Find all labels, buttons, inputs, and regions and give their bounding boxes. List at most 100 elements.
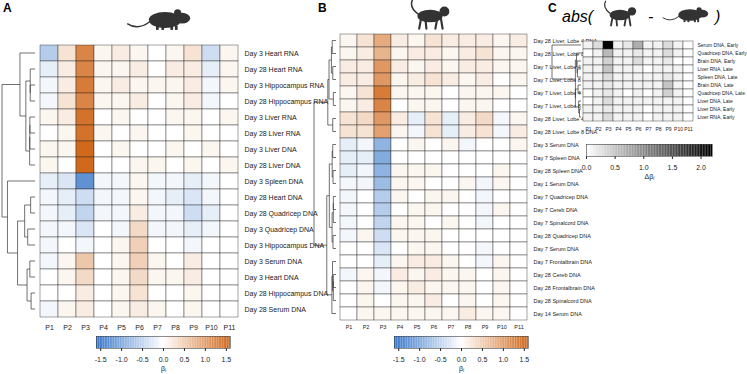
svg-text:P4: P4 [99, 324, 108, 331]
svg-text:P7: P7 [153, 324, 162, 331]
svg-text:P11: P11 [224, 324, 236, 331]
svg-text:P2: P2 [595, 126, 601, 132]
svg-text:1.0: 1.0 [639, 164, 649, 171]
svg-text:): ) [713, 8, 720, 25]
svg-text:Serum DNA, Early: Serum DNA, Early [698, 42, 739, 48]
svg-text:Brain DNA, Early: Brain DNA, Early [698, 58, 736, 64]
svg-text:0.5: 0.5 [478, 356, 488, 363]
svg-text:P8: P8 [171, 324, 180, 331]
svg-text:Day 3 Liver RNA: Day 3 Liver RNA [245, 114, 297, 122]
svg-text:P6: P6 [635, 126, 641, 132]
svg-text:βⱼ: βⱼ [161, 365, 166, 373]
svg-text:Day 14 Serum DNA: Day 14 Serum DNA [534, 311, 583, 317]
svg-text:Day 7 Spinalcord DNA: Day 7 Spinalcord DNA [534, 220, 589, 226]
svg-text:Day 28 Cereb DNA: Day 28 Cereb DNA [534, 272, 581, 278]
svg-text:-1.0: -1.0 [116, 356, 128, 363]
svg-text:Day 28 Quadricep DNA: Day 28 Quadricep DNA [245, 210, 318, 218]
svg-text:-1.0: -1.0 [414, 356, 426, 363]
svg-text:P11: P11 [684, 126, 693, 132]
svg-text:0.0: 0.0 [159, 356, 169, 363]
svg-text:Quadricep DNA, Late: Quadricep DNA, Late [698, 90, 746, 96]
svg-text:Liver DNA, Late: Liver DNA, Late [698, 98, 734, 104]
svg-text:P5: P5 [117, 324, 126, 331]
svg-text:0.0: 0.0 [582, 164, 592, 171]
svg-text:Quadricep DNA, Early: Quadricep DNA, Early [698, 50, 747, 56]
svg-text:P5: P5 [625, 126, 631, 132]
svg-text:P5: P5 [414, 324, 421, 330]
svg-text:P3: P3 [380, 324, 387, 330]
svg-text:Day 28 Spleen DNA: Day 28 Spleen DNA [534, 168, 584, 174]
svg-text:Day 28 Spinalcord DNA: Day 28 Spinalcord DNA [534, 298, 592, 304]
svg-text:Day 3 Serum DNA: Day 3 Serum DNA [534, 142, 580, 148]
svg-text:1.5: 1.5 [668, 164, 678, 171]
svg-text:Day 28 Hippocampus RNA: Day 28 Hippocampus RNA [245, 98, 329, 106]
svg-text:Day 7 Quadricep DNA: Day 7 Quadricep DNA [534, 194, 589, 200]
svg-text:Day 28 Liver DNA: Day 28 Liver DNA [245, 162, 301, 170]
svg-text:Day 28 Quadricep DNA: Day 28 Quadricep DNA [534, 233, 592, 239]
svg-text:Day 3 Heart DNA: Day 3 Heart DNA [245, 274, 299, 282]
svg-text:Day 3 Spleen DNA: Day 3 Spleen DNA [245, 178, 304, 186]
svg-text:1.5: 1.5 [519, 356, 529, 363]
svg-text:Day 3 Serum DNA: Day 3 Serum DNA [245, 258, 303, 266]
svg-text:P3: P3 [605, 126, 611, 132]
svg-text:βⱼ: βⱼ [459, 365, 464, 373]
svg-text:P7: P7 [645, 126, 651, 132]
svg-text:P1: P1 [585, 126, 591, 132]
svg-text:-1.5: -1.5 [393, 356, 405, 363]
svg-text:C: C [548, 1, 557, 15]
svg-text:Day 7 Spleen DNA: Day 7 Spleen DNA [534, 155, 580, 161]
svg-text:P1: P1 [45, 324, 54, 331]
svg-text:B: B [318, 1, 327, 15]
svg-text:P3: P3 [81, 324, 90, 331]
svg-text:abs(: abs( [562, 8, 595, 25]
svg-text:Day 7 Serum DNA: Day 7 Serum DNA [534, 246, 580, 252]
svg-text:Day 3 Hippocampus RNA: Day 3 Hippocampus RNA [245, 82, 325, 90]
svg-text:Day 3 Heart RNA: Day 3 Heart RNA [245, 50, 299, 58]
svg-text:Liver DNA, Early: Liver DNA, Early [698, 106, 735, 112]
svg-text:P9: P9 [665, 126, 671, 132]
svg-text:Day 7 Frontalbrain DNA: Day 7 Frontalbrain DNA [534, 259, 593, 265]
svg-text:Liver RNA, Late: Liver RNA, Late [698, 66, 734, 72]
svg-text:P4: P4 [615, 126, 621, 132]
svg-text:Day 3 Quadricep DNA: Day 3 Quadricep DNA [245, 226, 315, 234]
svg-text:Liver RNA, Early: Liver RNA, Early [698, 114, 735, 120]
svg-text:Day 28 Hippocampus DNA: Day 28 Hippocampus DNA [245, 290, 329, 298]
svg-text:-0.5: -0.5 [137, 356, 149, 363]
svg-text:Day 28 Heart DNA: Day 28 Heart DNA [245, 194, 303, 202]
svg-text:Day 28 Frontalbrain DNA: Day 28 Frontalbrain DNA [534, 285, 596, 291]
svg-text:Day 3 Liver DNA: Day 3 Liver DNA [245, 146, 297, 154]
svg-text:0.0: 0.0 [457, 356, 467, 363]
svg-text:Day 1 Serum DNA: Day 1 Serum DNA [534, 181, 580, 187]
svg-text:-: - [648, 8, 653, 25]
svg-text:P8: P8 [465, 324, 472, 330]
svg-text:A: A [3, 1, 12, 15]
svg-text:P9: P9 [189, 324, 198, 331]
svg-text:P10: P10 [497, 324, 507, 330]
svg-text:1.0: 1.0 [201, 356, 211, 363]
svg-text:Day 28 Heart RNA: Day 28 Heart RNA [245, 66, 303, 74]
svg-text:Day 28 Serum DNA: Day 28 Serum DNA [245, 306, 307, 314]
svg-text:P10: P10 [674, 126, 683, 132]
svg-text:P10: P10 [205, 324, 218, 331]
svg-text:-0.5: -0.5 [435, 356, 447, 363]
svg-text:Brain DNA, Late: Brain DNA, Late [698, 82, 734, 88]
svg-text:0.5: 0.5 [610, 164, 620, 171]
svg-text:Day 28 Liver RNA: Day 28 Liver RNA [245, 130, 301, 138]
svg-text:P7: P7 [448, 324, 455, 330]
svg-text:Day 7 Cereb DNA: Day 7 Cereb DNA [534, 207, 578, 213]
svg-text:Day 3 Hippocampus DNA: Day 3 Hippocampus DNA [245, 242, 325, 250]
svg-text:-1.5: -1.5 [95, 356, 107, 363]
svg-text:Δβⱼ: Δβⱼ [645, 173, 655, 181]
svg-text:1.5: 1.5 [221, 356, 231, 363]
svg-text:P9: P9 [482, 324, 489, 330]
svg-text:P8: P8 [655, 126, 661, 132]
svg-text:P4: P4 [397, 324, 404, 330]
svg-text:P2: P2 [63, 324, 72, 331]
svg-text:P6: P6 [135, 324, 144, 331]
svg-text:1.0: 1.0 [499, 356, 509, 363]
svg-text:P11: P11 [514, 324, 523, 330]
svg-text:0.5: 0.5 [180, 356, 190, 363]
svg-text:P1: P1 [346, 324, 353, 330]
svg-text:2.0: 2.0 [696, 164, 706, 171]
svg-text:Spleen DNA, Late: Spleen DNA, Late [698, 74, 738, 80]
